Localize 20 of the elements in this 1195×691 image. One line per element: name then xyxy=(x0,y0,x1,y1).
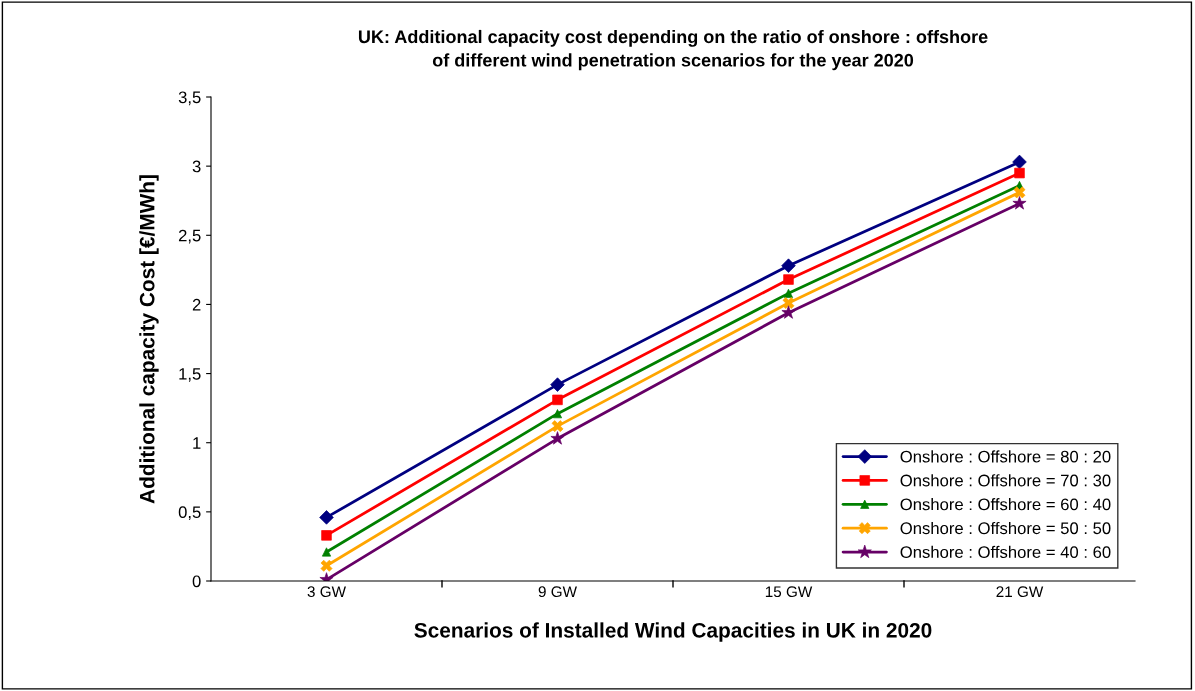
x-tick-label: 3 GW xyxy=(307,586,346,598)
legend-label: Onshore : Offshore = 70 : 30 xyxy=(900,474,1111,487)
y-tick-label: 3,5 xyxy=(178,91,201,106)
y-tick-label: 3 xyxy=(192,160,201,173)
legend-label: Onshore : Offshore = 60 : 40 xyxy=(900,498,1111,511)
y-tick-label: 0,5 xyxy=(178,506,201,521)
x-axis-title: Scenarios of Installed Wind Capacities in UK in 2020 xyxy=(414,622,932,642)
chart-title: UK: Additional capacity cost depending on the ratio of onshore : offshore of different wind penetration scenarios for the year 2020 xyxy=(358,29,988,71)
x-tick-label: 21 GW xyxy=(996,586,1044,598)
legend-label: Onshore : Offshore = 50 : 50 xyxy=(900,521,1111,535)
legend-label: Onshore : Offshore = 40 : 60 xyxy=(900,545,1111,559)
y-tick-label: 2 xyxy=(192,298,201,311)
y-tick-label: 1 xyxy=(193,437,201,449)
y-tick-label: 2,5 xyxy=(178,229,201,244)
legend-label: Onshore : Offshore = 80 : 20 xyxy=(900,450,1111,463)
y-tick-label: 1,5 xyxy=(179,368,201,382)
x-tick-label: 15 GW xyxy=(765,586,813,598)
y-tick-label: 0 xyxy=(192,575,201,588)
y-axis-title: Additional capacity Cost [€/MWh] xyxy=(139,175,159,504)
x-tick-label: 9 GW xyxy=(538,586,577,598)
